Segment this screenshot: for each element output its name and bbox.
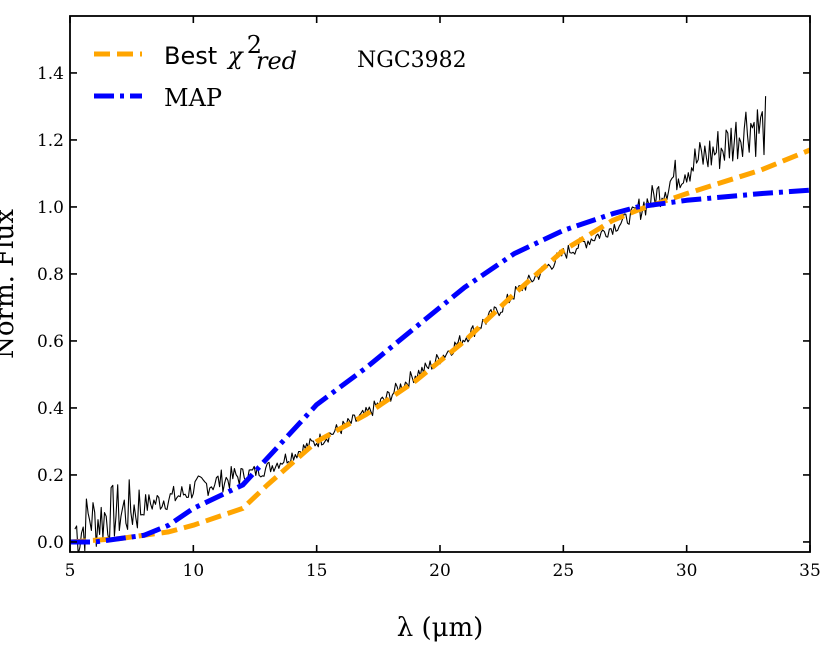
series-map <box>70 187 810 545</box>
y-tick-label: 1.0 <box>37 198 64 218</box>
y-tick-label: 0.8 <box>37 265 64 285</box>
series-best-chi2 <box>70 147 810 545</box>
x-tick-label: 30 <box>676 561 698 581</box>
x-tick-label: 15 <box>306 561 328 581</box>
y-axis-label: Norm. Flux <box>0 209 20 359</box>
legend-best-label: Best χ 2 red <box>164 31 297 75</box>
legend: Best χ 2 red MAP <box>94 31 297 112</box>
x-axis-label: λ (μm) <box>397 613 484 643</box>
y-tick-label: 0.0 <box>37 533 64 553</box>
legend-map-label: MAP <box>164 84 222 112</box>
galaxy-annotation: NGC3982 <box>357 48 467 73</box>
y-tick-label: 0.2 <box>37 466 64 486</box>
x-tick-label: 25 <box>553 561 575 581</box>
x-tick-label: 5 <box>65 561 76 581</box>
y-tick-label: 0.6 <box>37 332 64 352</box>
y-tick-label: 1.2 <box>37 131 64 151</box>
x-tick-label: 20 <box>429 561 451 581</box>
y-tick-label: 0.4 <box>37 399 64 419</box>
x-tick-label: 10 <box>183 561 205 581</box>
y-tick-label: 1.4 <box>37 64 64 84</box>
x-tick-label: 35 <box>799 561 821 581</box>
